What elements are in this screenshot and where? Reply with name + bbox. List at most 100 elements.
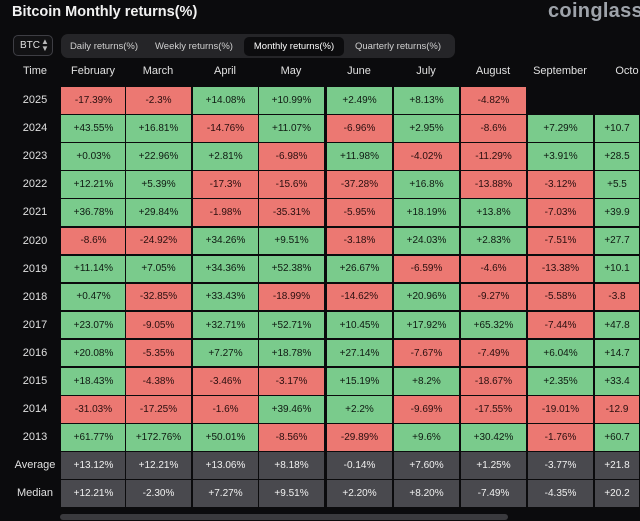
return-cell: +0.03% bbox=[60, 142, 127, 171]
return-cell: -1.76% bbox=[527, 423, 594, 452]
row-label-year: 2025 bbox=[22, 94, 48, 106]
column-header-time: Time bbox=[22, 65, 48, 77]
return-cell: -3.12% bbox=[527, 170, 594, 199]
return-cell: +27.7 bbox=[594, 226, 640, 256]
return-cell: +14.7 bbox=[594, 338, 640, 368]
return-cell: -6.96% bbox=[326, 114, 393, 143]
return-cell: +10.99% bbox=[258, 86, 325, 115]
return-cell: +22.96% bbox=[125, 142, 192, 171]
return-cell: +52.38% bbox=[258, 254, 325, 284]
return-cell: -7.03% bbox=[527, 198, 594, 227]
column-header-month: February bbox=[70, 65, 116, 77]
coin-select-value: BTC bbox=[20, 40, 40, 51]
return-cell: +18.78% bbox=[258, 338, 325, 368]
return-cell: -9.69% bbox=[393, 395, 460, 424]
return-cell: +23.07% bbox=[60, 310, 127, 340]
return-cell: -4.35% bbox=[527, 479, 594, 508]
return-cell: +6.04% bbox=[527, 338, 594, 368]
column-header-month: September bbox=[533, 65, 587, 77]
return-cell: -4.02% bbox=[393, 142, 460, 171]
tab-daily-returns[interactable]: Daily returns(%) bbox=[69, 40, 139, 52]
return-cell: +20.2 bbox=[594, 479, 640, 508]
return-cell: -2.30% bbox=[125, 479, 192, 508]
return-cell: -1.6% bbox=[192, 395, 259, 424]
return-cell: +24.03% bbox=[393, 226, 460, 256]
tab-monthly-returns[interactable]: Monthly returns(%) bbox=[244, 36, 344, 56]
column-header-month: July bbox=[416, 65, 436, 77]
brand-logo[interactable]: coinglass bbox=[548, 0, 640, 22]
return-cell: +17.92% bbox=[393, 310, 460, 340]
return-cell: +28.5 bbox=[594, 142, 640, 171]
return-cell: -15.6% bbox=[258, 170, 325, 199]
return-cell: -35.31% bbox=[258, 198, 325, 227]
row-label-year: 2022 bbox=[22, 178, 48, 191]
row-label-year: 2013 bbox=[22, 431, 48, 444]
return-cell: +20.96% bbox=[393, 282, 460, 312]
row-label-year: 2020 bbox=[22, 234, 48, 247]
return-cell: -18.99% bbox=[258, 282, 325, 312]
coin-select[interactable]: BTC ▲ ▼ bbox=[13, 35, 53, 56]
updown-caret-icon: ▲ ▼ bbox=[41, 37, 49, 53]
return-cell: -11.29% bbox=[460, 142, 527, 171]
column-header-month: April bbox=[213, 65, 236, 77]
return-cell: -6.98% bbox=[258, 142, 325, 171]
row-label-year: 2015 bbox=[22, 375, 48, 387]
return-cell: +3.91% bbox=[527, 142, 594, 171]
return-cell: +52.71% bbox=[258, 310, 325, 340]
page-title: Bitcoin Monthly returns(%) bbox=[12, 4, 198, 20]
return-cell: -3.46% bbox=[192, 367, 259, 396]
return-cell: +7.60% bbox=[393, 451, 460, 480]
return-cell: -24.92% bbox=[125, 226, 192, 256]
return-cell: -4.38% bbox=[125, 367, 192, 396]
return-cell: +11.14% bbox=[60, 254, 127, 284]
column-header-month: May bbox=[280, 65, 302, 77]
return-cell: -17.25% bbox=[125, 395, 192, 424]
row-label-year: 2021 bbox=[22, 206, 48, 219]
return-cell: +2.83% bbox=[460, 226, 527, 256]
return-cell: +7.05% bbox=[125, 254, 192, 284]
return-cell: -2.3% bbox=[125, 86, 192, 115]
return-cell: -3.77% bbox=[527, 451, 594, 480]
return-cell: +65.32% bbox=[460, 310, 527, 340]
return-cell: -7.51% bbox=[527, 226, 594, 256]
return-cell: +39.9 bbox=[594, 198, 640, 227]
return-cell: +172.76% bbox=[125, 423, 192, 452]
return-cell: -13.38% bbox=[527, 254, 594, 284]
return-cell: +12.21% bbox=[60, 479, 127, 508]
return-cell: -12.9 bbox=[594, 395, 640, 424]
tab-weekly-returns[interactable]: Weekly returns(%) bbox=[155, 40, 233, 52]
row-label-year: 2024 bbox=[22, 122, 48, 135]
return-cell: -5.35% bbox=[125, 338, 192, 368]
row-label-year: 2018 bbox=[22, 290, 48, 303]
return-cell: +9.6% bbox=[393, 423, 460, 452]
return-cell: +9.51% bbox=[258, 226, 325, 256]
return-cell: +2.95% bbox=[393, 114, 460, 143]
return-cell: -19.01% bbox=[527, 395, 594, 424]
tab-quarterly-returns[interactable]: Quarterly returns(%) bbox=[354, 40, 442, 52]
return-cell: +10.7 bbox=[594, 114, 640, 143]
return-cell: +34.36% bbox=[192, 254, 259, 284]
return-cell: -1.98% bbox=[192, 198, 259, 227]
return-cell: +2.35% bbox=[527, 367, 594, 396]
return-cell: +2.20% bbox=[326, 479, 393, 508]
return-cell: +34.26% bbox=[192, 226, 259, 256]
empty-cell bbox=[527, 86, 594, 115]
return-cell: -32.85% bbox=[125, 282, 192, 312]
return-cell: -7.49% bbox=[460, 479, 527, 508]
return-cell: -3.8 bbox=[594, 282, 640, 312]
return-cell: -4.6% bbox=[460, 254, 527, 284]
return-cell: +2.2% bbox=[326, 395, 393, 424]
return-cell: -18.67% bbox=[460, 367, 527, 396]
return-cell: +2.49% bbox=[326, 86, 393, 115]
return-cell: +32.71% bbox=[192, 310, 259, 340]
return-cell: -3.18% bbox=[326, 226, 393, 256]
return-cell: +8.20% bbox=[393, 479, 460, 508]
return-cell: -8.56% bbox=[258, 423, 325, 452]
return-cell: +15.19% bbox=[326, 367, 393, 396]
horizontal-scrollbar[interactable] bbox=[60, 514, 508, 520]
return-cell: -31.03% bbox=[60, 395, 127, 424]
row-label-summary: Average bbox=[14, 459, 56, 472]
return-cell: -5.95% bbox=[326, 198, 393, 227]
return-cell: +33.4 bbox=[594, 367, 640, 396]
return-cell: -17.3% bbox=[192, 170, 259, 199]
